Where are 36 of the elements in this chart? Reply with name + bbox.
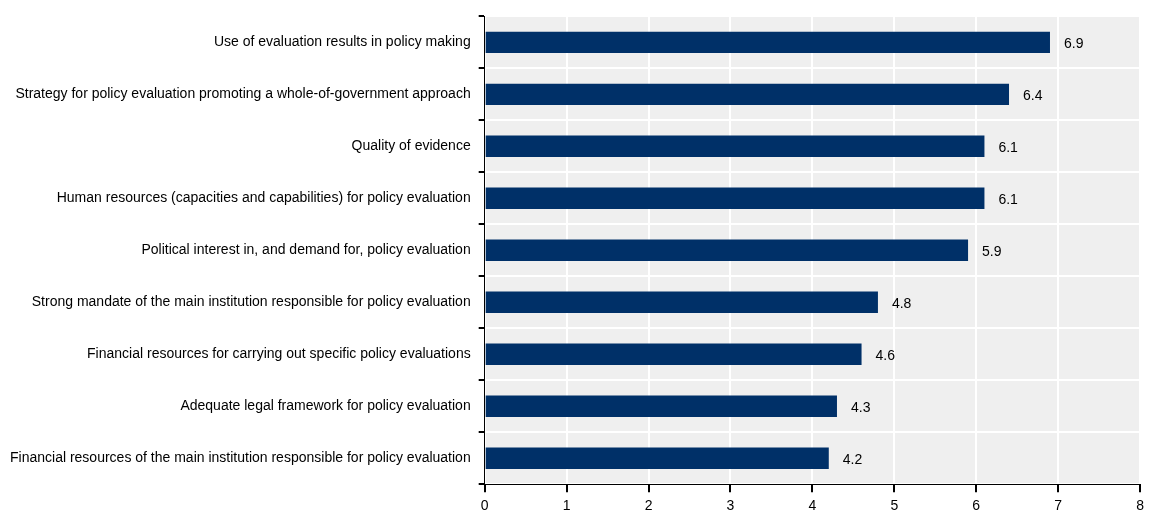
x-tick-label: 6 xyxy=(972,497,981,514)
y-tick-label: Strong mandate of the main institution responsible for policy evaluation xyxy=(31,293,471,310)
bar xyxy=(485,395,837,417)
data-label: 4.2 xyxy=(842,451,863,468)
data-label: 6.4 xyxy=(1023,87,1043,104)
y-tick-label: Political interest in, and demand for, policy evaluation xyxy=(141,241,471,258)
data-label: 4.6 xyxy=(875,347,896,364)
bar xyxy=(485,135,985,158)
data-label: 4.3 xyxy=(850,399,871,416)
x-tick-label: 7 xyxy=(1054,497,1063,514)
x-tick-label: 0 xyxy=(480,497,489,514)
data-label: 6.9 xyxy=(1063,35,1084,52)
bar xyxy=(485,447,829,469)
bar xyxy=(485,291,878,313)
bar xyxy=(485,31,1050,54)
data-label: 6.1 xyxy=(998,191,1019,208)
bar xyxy=(485,239,969,262)
x-tick-label: 5 xyxy=(890,497,899,514)
y-tick-label: Adequate legal framework for policy evaluation xyxy=(180,397,471,414)
bar xyxy=(485,343,862,365)
y-tick-label: Quality of evidence xyxy=(351,137,471,154)
x-tick-label: 2 xyxy=(644,497,653,514)
x-tick-label: 1 xyxy=(562,497,571,514)
bar xyxy=(485,187,985,210)
y-tick-label: Use of evaluation results in policy making xyxy=(213,33,471,50)
y-tick-label: Human resources (capacities and capabilities) for policy evaluation xyxy=(56,189,471,206)
x-tick-label: 3 xyxy=(726,497,735,514)
data-label: 4.8 xyxy=(891,295,912,312)
y-tick-label: Financial resources for carrying out specific policy evaluations xyxy=(87,345,471,362)
x-tick-label: 8 xyxy=(1136,497,1145,514)
x-tick-label: 4 xyxy=(808,497,817,514)
data-label: 5.9 xyxy=(982,243,1002,260)
bar xyxy=(485,83,1010,106)
y-tick-label: Financial resources of the main institution responsible for policy evaluation xyxy=(10,449,471,466)
y-tick-label: Strategy for policy evaluation promoting a whole-of-government approach xyxy=(15,85,471,102)
data-label: 6.1 xyxy=(998,139,1019,156)
